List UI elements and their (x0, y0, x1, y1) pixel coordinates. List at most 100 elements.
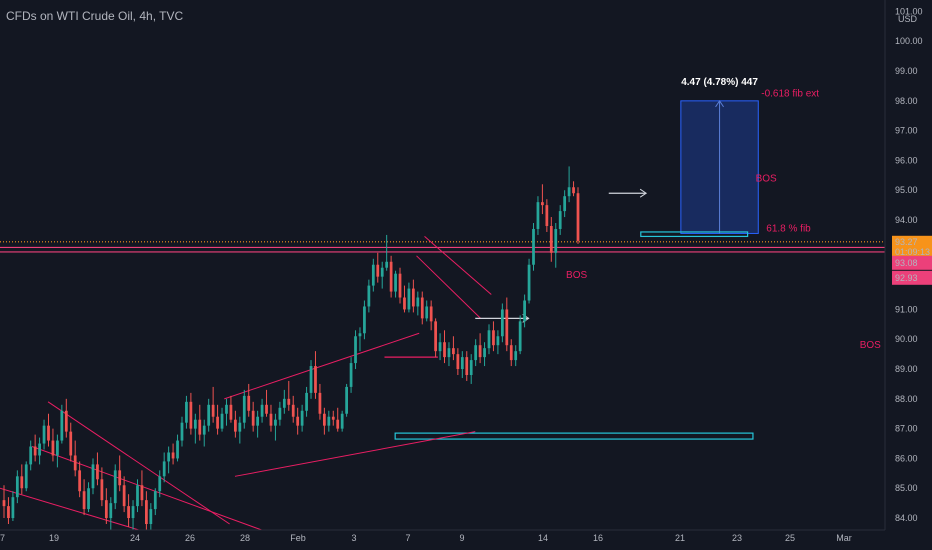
candle-body (327, 416, 331, 426)
time-tick-label: 16 (593, 533, 603, 543)
candle-body (407, 288, 411, 310)
candle-body (465, 357, 469, 375)
candle-body (349, 363, 353, 387)
price-tick-label: 87.00 (895, 424, 918, 434)
candle-body (514, 351, 518, 361)
candle-body (456, 354, 460, 370)
candle-body (523, 300, 526, 322)
candle-body (505, 309, 509, 346)
price-tick-label: 88.00 (895, 394, 918, 404)
candle-body (260, 404, 264, 417)
candle-body (42, 425, 46, 444)
candle-body (345, 386, 348, 414)
candle-body (340, 413, 344, 429)
candle-body (104, 500, 108, 519)
candle-body (29, 446, 33, 465)
candle-body (322, 413, 326, 426)
time-axis[interactable]: 17 19 24 26 28 Feb 3 7 9 14 16 21 23 25 Mar (0, 529, 885, 543)
candle-body (291, 404, 295, 417)
candle-body (416, 297, 420, 307)
candle-body (127, 506, 130, 519)
candle-body (425, 306, 429, 319)
last-price-tag (892, 235, 932, 259)
candle-body (87, 488, 90, 510)
candle-body (305, 392, 308, 411)
candle-body (269, 413, 273, 426)
time-tick-label: Feb (290, 533, 306, 543)
candle-body (51, 440, 55, 456)
price-tick-label: 91.00 (895, 304, 918, 314)
price-tick-label: 85.00 (895, 483, 918, 493)
candle-body (331, 416, 335, 420)
time-tick-label: 3 (351, 533, 356, 543)
candle-body (136, 485, 139, 507)
candle-body (545, 205, 549, 226)
candle-body (78, 470, 82, 492)
candle-body (24, 464, 28, 489)
candle-body (398, 273, 402, 298)
candle-body (198, 419, 202, 435)
price-tick-label: 99.00 (895, 66, 918, 76)
candle-body (118, 470, 122, 486)
candle-body (158, 476, 162, 492)
candle-body (411, 288, 415, 307)
time-tick-label: 24 (130, 533, 140, 543)
candle-body (171, 452, 175, 459)
candle-body (11, 497, 15, 519)
trend-channel-line (0, 487, 139, 531)
candle-body (358, 333, 362, 337)
price-tick-label: 100.00 (895, 36, 923, 46)
bos-label: BOS (860, 340, 881, 351)
candle-body (47, 425, 50, 441)
candle-body (256, 416, 260, 426)
candle-body (33, 446, 37, 456)
candle-body (532, 228, 535, 265)
candle-body (371, 264, 375, 286)
fib-label: 61.8 % fib (766, 223, 811, 234)
candle-body (443, 342, 446, 358)
bar-countdown: 01:09:13 (895, 247, 930, 257)
candle-body (189, 401, 193, 429)
candle-body (56, 440, 59, 456)
candle-body (20, 476, 24, 489)
candle-body (558, 211, 562, 229)
candle-body (162, 461, 166, 477)
candle-body (193, 419, 197, 429)
candle-body (314, 366, 317, 393)
candle-body (149, 509, 153, 524)
candle-body (185, 401, 188, 423)
trend-channel-line (416, 255, 481, 319)
time-tick-label: 28 (240, 533, 250, 543)
candle-body (145, 500, 148, 524)
candle-body (113, 470, 117, 504)
candle-body (452, 348, 455, 355)
price-range-label: 4.47 (4.78%) 447 (681, 77, 758, 88)
candle-body (64, 410, 68, 432)
candle-body (536, 202, 540, 229)
candle-body (394, 273, 397, 292)
candle-body (265, 404, 268, 414)
candle-body (420, 297, 424, 319)
candle-body (2, 500, 6, 507)
candle-body (469, 360, 473, 375)
candle-body (447, 348, 451, 358)
price-tick-label: 90.00 (895, 334, 918, 344)
time-tick-label: 19 (49, 533, 59, 543)
time-tick-label: 25 (785, 533, 795, 543)
time-tick-label: 21 (675, 533, 685, 543)
candle-body (282, 398, 286, 408)
candle-body (438, 342, 442, 352)
time-tick-label: 7 (405, 533, 410, 543)
trend-channel-line (234, 431, 476, 477)
price-axis[interactable]: USD 101.00 100.00 99.00 98.00 97.00 96.00 95.0… (884, 0, 932, 530)
candle-body (460, 357, 464, 370)
price-line-tag-value: 92.93 (895, 273, 918, 283)
time-tick-label: 26 (185, 533, 195, 543)
candle-body (180, 422, 184, 441)
candle-body (216, 416, 219, 429)
candle-body (576, 193, 580, 241)
price-line-tag-value: 93.08 (895, 258, 918, 268)
candle-body (380, 267, 384, 277)
candle-body (336, 419, 340, 429)
